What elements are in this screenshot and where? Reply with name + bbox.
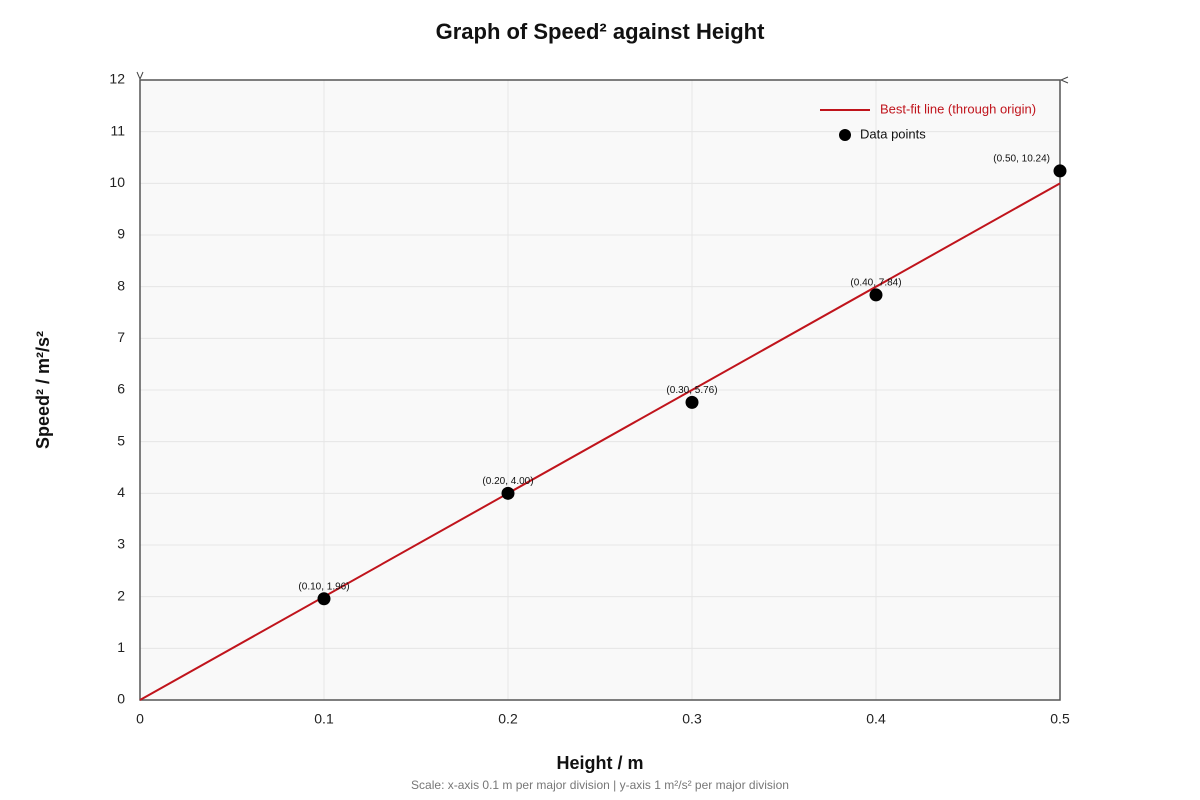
x-axis-label: Height / m — [556, 753, 643, 773]
y-tick-label: 5 — [117, 432, 125, 448]
y-tick-label: 9 — [117, 226, 125, 242]
x-tick-label: 0.5 — [1050, 711, 1070, 727]
plot-frame — [139, 79, 1061, 701]
x-tick-label: 0.3 — [682, 711, 702, 727]
y-tick-label: 1 — [117, 639, 125, 655]
x-tick-label: 0.1 — [314, 711, 334, 727]
legend-label: Data points — [860, 126, 926, 141]
data-label: (0.30, 5.76) — [666, 385, 717, 396]
chart-title: Graph of Speed² against Height — [436, 19, 765, 44]
y-tick-label: 7 — [117, 329, 125, 345]
y-tick-label: 8 — [117, 277, 125, 293]
y-tick-label: 2 — [117, 587, 125, 603]
y-tick-label: 4 — [117, 484, 125, 500]
data-label: (0.20, 4.00) — [482, 476, 533, 487]
legend-dot — [839, 129, 851, 141]
data-point — [685, 395, 699, 409]
best-fit-line — [139, 182, 1061, 701]
data-point — [317, 592, 331, 606]
data-point — [1053, 164, 1067, 178]
data-label: (0.50, 10.24) — [993, 154, 1050, 165]
data-point — [501, 486, 515, 500]
legend-label: Best-fit line (through origin) — [880, 101, 1036, 116]
marks: (0.10, 1.96) (0.20, 4.00) (0.30, 5.76) (0.4… — [139, 154, 1067, 701]
y-tick-label: 11 — [110, 122, 125, 138]
x-tick-label: 0.4 — [866, 711, 886, 727]
data-label: (0.40, 7.84) — [850, 278, 901, 289]
x-tick-label: 0.2 — [498, 711, 518, 727]
y-tick-label: 12 — [109, 71, 125, 87]
y-tick-label: 3 — [117, 536, 125, 552]
y-axis-label: Speed² / m²/s² — [33, 331, 53, 449]
data-point — [869, 288, 883, 302]
y-tick-label: 10 — [109, 174, 125, 190]
y-tick-label: 6 — [117, 381, 125, 397]
footnote: Scale: x-axis 0.1 m per major division |… — [411, 778, 789, 792]
x-tick-label: 0 — [136, 711, 144, 727]
y-tick-label: 0 — [117, 691, 125, 707]
data-label: (0.10, 1.96) — [298, 581, 349, 592]
axis-arrow — [136, 71, 1069, 84]
